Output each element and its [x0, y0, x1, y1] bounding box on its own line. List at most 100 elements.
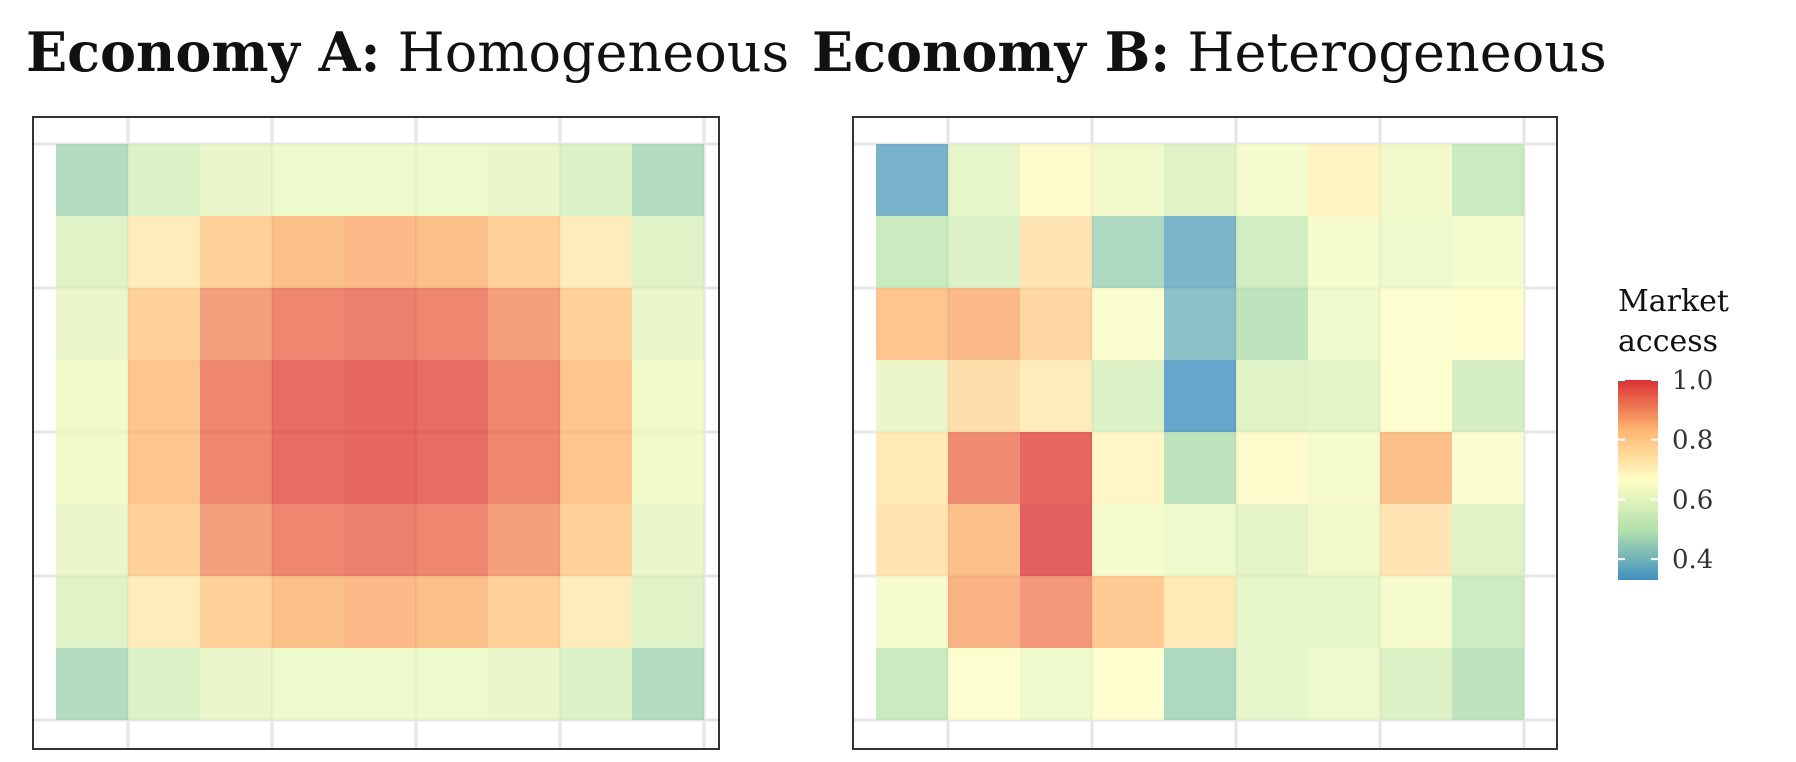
panel-b-cell-r7-c6 — [1236, 576, 1308, 648]
panel-a-cell-r3-c1 — [56, 288, 128, 360]
panel-a-cell-r5-c1 — [56, 432, 128, 504]
panel-a-cell-r8-c5 — [344, 648, 416, 720]
panel-b-cell-r6-c5 — [1164, 504, 1236, 576]
panel-a-cell-r3-c3 — [200, 288, 272, 360]
panel-a-cell-r3-c7 — [488, 288, 560, 360]
panel-b-cell-r8-c3 — [1020, 648, 1092, 720]
panel-b-cell-r2-c6 — [1236, 216, 1308, 288]
panel-b-heatmap — [852, 116, 1558, 750]
panel-a-cell-r1-c2 — [128, 144, 200, 216]
panel-a-cell-r7-c5 — [344, 576, 416, 648]
panel-b-cell-r2-c4 — [1092, 216, 1164, 288]
panel-b-cell-r8-c5 — [1164, 648, 1236, 720]
panel-b-cell-r3-c5 — [1164, 288, 1236, 360]
panel-a-tiles — [56, 144, 704, 720]
panel-a-cell-r8-c6 — [416, 648, 488, 720]
panel-b-cell-r6-c6 — [1236, 504, 1308, 576]
panel-b-cell-r4-c1 — [876, 360, 948, 432]
panel-b-cell-r3-c4 — [1092, 288, 1164, 360]
panel-a-cell-r8-c1 — [56, 648, 128, 720]
panel-b-cell-r4-c5 — [1164, 360, 1236, 432]
panel-b-cell-r2-c5 — [1164, 216, 1236, 288]
panel-a-cell-r6-c2 — [128, 504, 200, 576]
panel-b-cell-r4-c3 — [1020, 360, 1092, 432]
panel-a-cell-r1-c1 — [56, 144, 128, 216]
panel-b-cell-r1-c8 — [1380, 144, 1452, 216]
panel-a-cell-r2-c9 — [632, 216, 704, 288]
panel-a-cell-r2-c1 — [56, 216, 128, 288]
panel-b-cell-r1-c5 — [1164, 144, 1236, 216]
panel-a-cell-r3-c4 — [272, 288, 344, 360]
panel-a-cell-r4-c5 — [344, 360, 416, 432]
panel-a-cell-r3-c2 — [128, 288, 200, 360]
panel-b-border — [852, 116, 1558, 750]
panel-b-cell-r5-c2 — [948, 432, 1020, 504]
panel-b-cell-r5-c6 — [1236, 432, 1308, 504]
legend-tick-label: 0.4 — [1672, 545, 1713, 575]
panel-a-cell-r4-c7 — [488, 360, 560, 432]
panel-a-cell-r6-c7 — [488, 504, 560, 576]
panel-a-cell-r5-c9 — [632, 432, 704, 504]
panel-b-cell-r5-c1 — [876, 432, 948, 504]
panel-b-cell-r1-c7 — [1308, 144, 1380, 216]
panel-a-cell-r4-c2 — [128, 360, 200, 432]
panel-a-cell-r2-c6 — [416, 216, 488, 288]
panel-b-cell-r3-c9 — [1452, 288, 1524, 360]
panel-a-cell-r7-c4 — [272, 576, 344, 648]
panel-a-cell-r1-c3 — [200, 144, 272, 216]
panel-a-cell-r7-c1 — [56, 576, 128, 648]
panel-a-cell-r1-c4 — [272, 144, 344, 216]
panel-a-cell-r6-c4 — [272, 504, 344, 576]
panel-a-title-bold: Economy A: — [26, 20, 381, 84]
panel-b-cell-r1-c2 — [948, 144, 1020, 216]
panel-b-cell-r4-c8 — [1380, 360, 1452, 432]
panel-a-cell-r4-c4 — [272, 360, 344, 432]
panel-b-cell-r4-c4 — [1092, 360, 1164, 432]
panel-b-cell-r5-c9 — [1452, 432, 1524, 504]
legend-title: Market access — [1618, 282, 1729, 362]
panel-a-cell-r1-c9 — [632, 144, 704, 216]
panel-b-cell-r2-c2 — [948, 216, 1020, 288]
panel-b-cell-r7-c7 — [1308, 576, 1380, 648]
panel-a-cell-r1-c6 — [416, 144, 488, 216]
panel-b-cell-r8-c2 — [948, 648, 1020, 720]
panel-a-cell-r3-c5 — [344, 288, 416, 360]
panel-b-cell-r8-c6 — [1236, 648, 1308, 720]
panel-a-cell-r7-c3 — [200, 576, 272, 648]
panel-a-cell-r5-c7 — [488, 432, 560, 504]
panel-b-title-bold: Economy B: — [812, 20, 1171, 84]
panel-a-cell-r2-c2 — [128, 216, 200, 288]
panel-b-cell-r3-c8 — [1380, 288, 1452, 360]
panel-b-cell-r3-c1 — [876, 288, 948, 360]
panel-a-cell-r7-c7 — [488, 576, 560, 648]
panel-a-title: Economy A: Homogeneous — [26, 20, 789, 84]
panel-a-border — [32, 116, 720, 750]
panel-a-cell-r5-c2 — [128, 432, 200, 504]
panel-b-cell-r7-c2 — [948, 576, 1020, 648]
legend-tick-label: 1.0 — [1672, 366, 1713, 396]
panel-a-cell-r7-c8 — [560, 576, 632, 648]
panel-b-cell-r8-c9 — [1452, 648, 1524, 720]
panel-a-cell-r2-c8 — [560, 216, 632, 288]
panel-b-cell-r5-c5 — [1164, 432, 1236, 504]
panel-a-cell-r4-c9 — [632, 360, 704, 432]
panel-a-heatmap — [32, 116, 720, 750]
panel-b-cell-r6-c1 — [876, 504, 948, 576]
panel-a-cell-r1-c7 — [488, 144, 560, 216]
panel-b-cell-r1-c1 — [876, 144, 948, 216]
panel-b-cell-r2-c8 — [1380, 216, 1452, 288]
panel-a-cell-r4-c3 — [200, 360, 272, 432]
panel-a-cell-r3-c8 — [560, 288, 632, 360]
panel-b-tiles — [876, 144, 1524, 720]
panel-a-cell-r2-c5 — [344, 216, 416, 288]
panel-a-cell-r7-c6 — [416, 576, 488, 648]
panel-b-cell-r3-c7 — [1308, 288, 1380, 360]
panel-b-cell-r6-c3 — [1020, 504, 1092, 576]
panel-b-cell-r7-c3 — [1020, 576, 1092, 648]
panel-b-cell-r5-c4 — [1092, 432, 1164, 504]
panel-b-cell-r4-c7 — [1308, 360, 1380, 432]
panel-b-cell-r8-c8 — [1380, 648, 1452, 720]
panel-b-cell-r8-c4 — [1092, 648, 1164, 720]
panel-b-cell-r5-c7 — [1308, 432, 1380, 504]
panel-b-cell-r5-c3 — [1020, 432, 1092, 504]
